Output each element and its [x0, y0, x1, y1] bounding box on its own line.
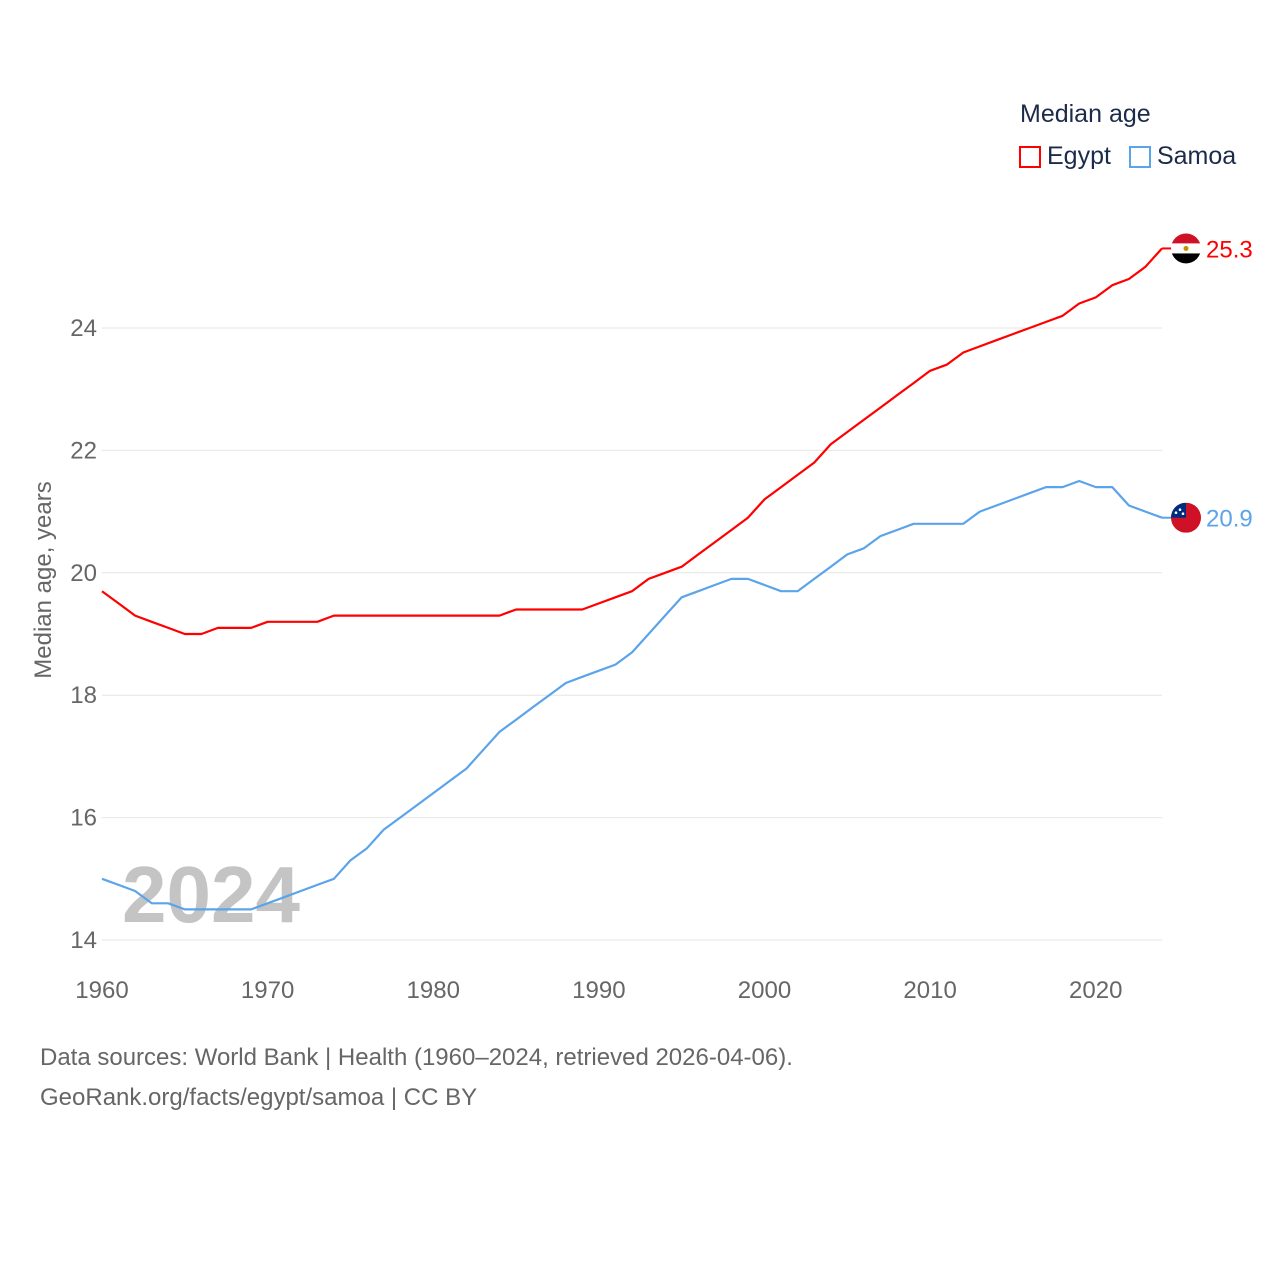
- legend-item-samoa[interactable]: Samoa: [1128, 142, 1237, 171]
- y-tick-label: 14: [70, 927, 97, 954]
- y-tick-label: 16: [70, 805, 97, 832]
- legend-item-egypt[interactable]: Egypt: [1019, 142, 1111, 171]
- x-tick-label: 1980: [407, 977, 460, 1004]
- flag-star: [1178, 508, 1182, 512]
- end-label-samoa: 20.9: [1206, 506, 1253, 533]
- x-tick-label: 2020: [1069, 977, 1122, 1004]
- legend: Egypt Samoa: [1019, 142, 1236, 171]
- x-tick-label: 1960: [75, 977, 128, 1004]
- y-tick-label: 18: [70, 682, 97, 709]
- end-label-egypt: 25.3: [1206, 236, 1253, 263]
- flag-stripe-black: [1171, 253, 1201, 264]
- x-tick-label: 2000: [738, 977, 791, 1004]
- y-tick-label: 24: [70, 315, 97, 342]
- x-tick-label: 1970: [241, 977, 294, 1004]
- footer-link[interactable]: GeoRank.org/facts/egypt/samoa | CC BY: [40, 1084, 478, 1111]
- flag-star: [1181, 512, 1185, 516]
- x-tick-label: 2010: [903, 977, 956, 1004]
- flag-stripe-red: [1171, 233, 1201, 244]
- y-tick-label: 22: [70, 437, 97, 464]
- year-watermark: 2024: [122, 850, 300, 939]
- legend-label-egypt: Egypt: [1047, 142, 1111, 170]
- legend-title: Median age: [1020, 100, 1151, 128]
- flag-star: [1174, 511, 1178, 515]
- footer-sources: Data sources: World Bank | Health (1960–…: [40, 1044, 793, 1071]
- flag-emblem: [1183, 245, 1189, 251]
- y-axis-label: Median age, years: [30, 481, 57, 678]
- legend-swatch-samoa: [1128, 145, 1151, 168]
- y-tick-label: 20: [70, 560, 97, 587]
- flag-canton: [1171, 502, 1186, 518]
- series-line-egypt: [101, 247, 1163, 636]
- legend-swatch-egypt: [1019, 145, 1041, 168]
- x-tick-label: 1990: [572, 977, 625, 1004]
- legend-label-samoa: Samoa: [1156, 142, 1237, 170]
